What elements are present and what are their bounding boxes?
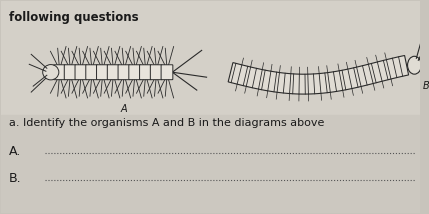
FancyBboxPatch shape — [97, 65, 108, 80]
Text: B.: B. — [9, 172, 21, 185]
FancyBboxPatch shape — [150, 65, 162, 80]
FancyBboxPatch shape — [129, 65, 141, 80]
Text: A: A — [121, 104, 127, 114]
FancyBboxPatch shape — [86, 65, 97, 80]
FancyBboxPatch shape — [139, 65, 151, 80]
FancyBboxPatch shape — [161, 65, 173, 80]
Text: following questions: following questions — [9, 11, 138, 24]
Ellipse shape — [408, 56, 421, 74]
Bar — [1, 115, 420, 213]
Text: B: B — [423, 81, 429, 91]
Polygon shape — [228, 55, 408, 94]
FancyBboxPatch shape — [54, 65, 65, 80]
FancyBboxPatch shape — [75, 65, 87, 80]
Text: a. Identify the organisms A and B in the diagrams above: a. Identify the organisms A and B in the… — [9, 118, 324, 128]
Ellipse shape — [43, 65, 59, 80]
FancyBboxPatch shape — [107, 65, 119, 80]
FancyBboxPatch shape — [118, 65, 130, 80]
FancyBboxPatch shape — [64, 65, 76, 80]
Bar — [1, 1, 420, 115]
Text: A.: A. — [9, 145, 21, 158]
